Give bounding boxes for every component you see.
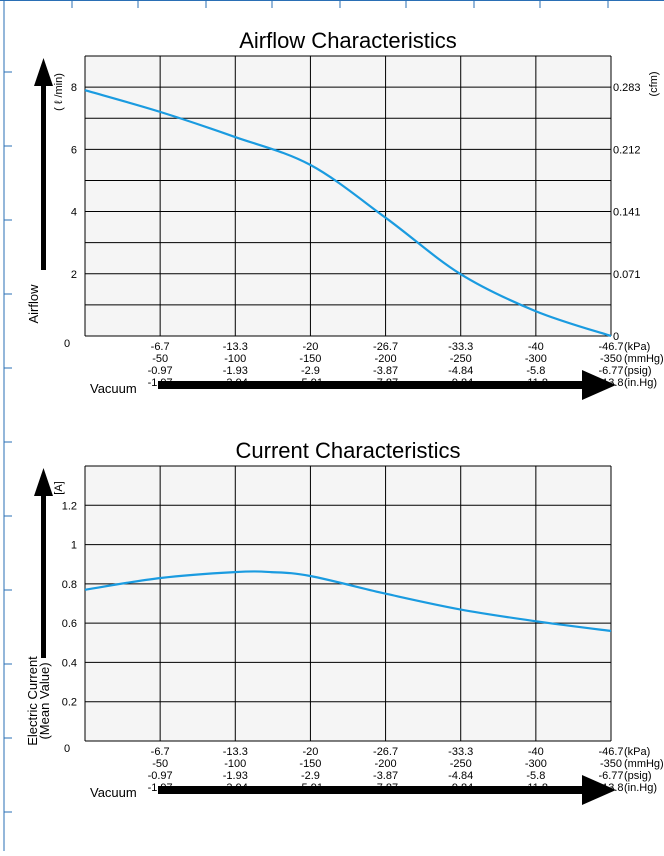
airflow-y-axis-name: Airflow: [26, 284, 41, 324]
current-x-tick-psig: -3.87: [373, 770, 398, 782]
airflow-y-tick-label: 8: [71, 82, 77, 94]
current-y-tick-labels: 0.2 0.4 0.6 0.8 1 1.2: [62, 500, 77, 708]
current-y-axis-name-line1: Electric Current: [25, 656, 40, 746]
current-x-tick-kPa: -6.7: [151, 746, 170, 758]
airflow-x-tick-psig: -0.97: [148, 365, 173, 377]
airflow-y-tick-label: 6: [71, 144, 77, 156]
airflow-x-tick-kPa: -20: [302, 341, 318, 353]
airflow-x-tick-mmHg: -150: [299, 353, 321, 365]
current-chart: Current Characteristics 0.2 0.4 0.6 0.8 1 1.2…: [25, 438, 664, 805]
airflow-x-tick-psig: -2.9: [301, 365, 320, 377]
airflow-x-tick-kPa: -6.7: [151, 341, 170, 353]
current-y-tick-label: 0.6: [62, 618, 77, 630]
airflow-x-tick-mmHg: -250: [450, 353, 472, 365]
current-origin-label: 0: [64, 743, 70, 755]
airflow-x-tick-mmHg: -350: [600, 353, 622, 365]
current-x-tick-kPa: -40: [528, 746, 544, 758]
airflow-y-arrow: [34, 58, 53, 270]
airflow-x-tick-kPa: -33.3: [448, 341, 473, 353]
current-y-arrow: [34, 468, 53, 658]
current-x-unit-mmHg: (mmHg): [624, 758, 664, 770]
current-x-tick-psig: -4.84: [448, 770, 473, 782]
current-y-tick-label: 0.8: [62, 579, 77, 591]
airflow-y-unit-right: (cfm): [648, 71, 660, 96]
current-y-tick-label: 0.4: [62, 657, 77, 669]
airflow-y-tick-label: 2: [71, 269, 77, 281]
current-x-axis-name: Vacuum: [90, 785, 137, 800]
airflow-chart: Airflow Characteristics 2 4 6 8 0 0.071 0.141…: [26, 28, 664, 400]
current-x-tick-kPa: -46.7: [598, 746, 623, 758]
airflow-right-tick-label: 0.071: [613, 269, 641, 281]
airflow-x-tick-mmHg: -300: [525, 353, 547, 365]
current-y-tick-label: 1: [71, 540, 77, 552]
airflow-y-tick-label: 4: [71, 207, 77, 219]
airflow-x-tick-psig: -1.93: [223, 365, 248, 377]
airflow-right-tick-labels: 0 0.071 0.141 0.212 0.283: [613, 82, 641, 343]
current-y-tick-label: 1.2: [62, 500, 77, 512]
airflow-x-tick-kPa: -13.3: [223, 341, 248, 353]
airflow-x-tick-mmHg: -200: [375, 353, 397, 365]
current-y-tick-label: 0.2: [62, 697, 77, 709]
airflow-x-tick-kPa: -26.7: [373, 341, 398, 353]
current-x-tick-mmHg: -250: [450, 758, 472, 770]
airflow-right-tick-label: 0.141: [613, 207, 641, 219]
current-x-tick-mmHg: -300: [525, 758, 547, 770]
airflow-right-tick-label: 0.283: [613, 82, 641, 94]
current-x-arrow: [158, 775, 616, 805]
current-x-tick-psig: -5.8: [526, 770, 545, 782]
current-x-tick-mmHg: -150: [299, 758, 321, 770]
current-x-tick-kPa: -33.3: [448, 746, 473, 758]
airflow-x-unit-psig: (psig): [624, 365, 652, 377]
current-plot-area: [85, 466, 611, 741]
current-y-unit-left: [A]: [53, 481, 65, 494]
current-x-unit-psig: (psig): [624, 770, 652, 782]
current-x-tick-kPa: -13.3: [223, 746, 248, 758]
airflow-x-axis-name: Vacuum: [90, 381, 137, 396]
airflow-y-tick-labels: 2 4 6 8: [71, 82, 77, 281]
airflow-chart-title: Airflow Characteristics: [239, 28, 457, 53]
current-x-tick-mmHg: -200: [375, 758, 397, 770]
airflow-x-unit-inHg: (in.Hg): [624, 377, 657, 389]
airflow-right-tick-label: 0.212: [613, 144, 641, 156]
airflow-origin-label: 0: [64, 338, 70, 350]
current-grid: [84, 465, 612, 742]
airflow-y-unit-left: ( ℓ /min): [53, 73, 65, 111]
current-x-tick-psig: -0.97: [148, 770, 173, 782]
current-x-tick-mmHg: -100: [224, 758, 246, 770]
airflow-x-unit-mmHg: (mmHg): [624, 353, 664, 365]
current-x-tick-kPa: -26.7: [373, 746, 398, 758]
airflow-x-tick-psig: -6.77: [598, 365, 623, 377]
current-x-tick-psig: -1.93: [223, 770, 248, 782]
airflow-x-tick-mmHg: -100: [224, 353, 246, 365]
current-x-unit-kPa: (kPa): [624, 746, 650, 758]
current-x-unit-inHg: (in.Hg): [624, 782, 657, 794]
current-curve: [84, 570, 612, 633]
current-y-axis-name-line2: (Mean Value): [37, 662, 52, 739]
current-x-tick-mmHg: -350: [600, 758, 622, 770]
current-chart-title: Current Characteristics: [236, 438, 461, 463]
current-x-tick-mmHg: -50: [152, 758, 168, 770]
airflow-x-tick-kPa: -46.7: [598, 341, 623, 353]
airflow-x-tick-kPa: -40: [528, 341, 544, 353]
airflow-curve: [84, 89, 612, 338]
airflow-x-tick-psig: -3.87: [373, 365, 398, 377]
current-x-tick-psig: -2.9: [301, 770, 320, 782]
airflow-plot-area: [85, 56, 611, 336]
airflow-right-tick-label: 0: [613, 331, 619, 343]
airflow-x-arrow: [158, 370, 616, 400]
current-x-tick-psig: -6.77: [598, 770, 623, 782]
airflow-x-tick-psig: -4.84: [448, 365, 473, 377]
current-x-tick-kPa: -20: [302, 746, 318, 758]
airflow-x-unit-kPa: (kPa): [624, 341, 650, 353]
airflow-x-tick-psig: -5.8: [526, 365, 545, 377]
airflow-x-tick-mmHg: -50: [152, 353, 168, 365]
